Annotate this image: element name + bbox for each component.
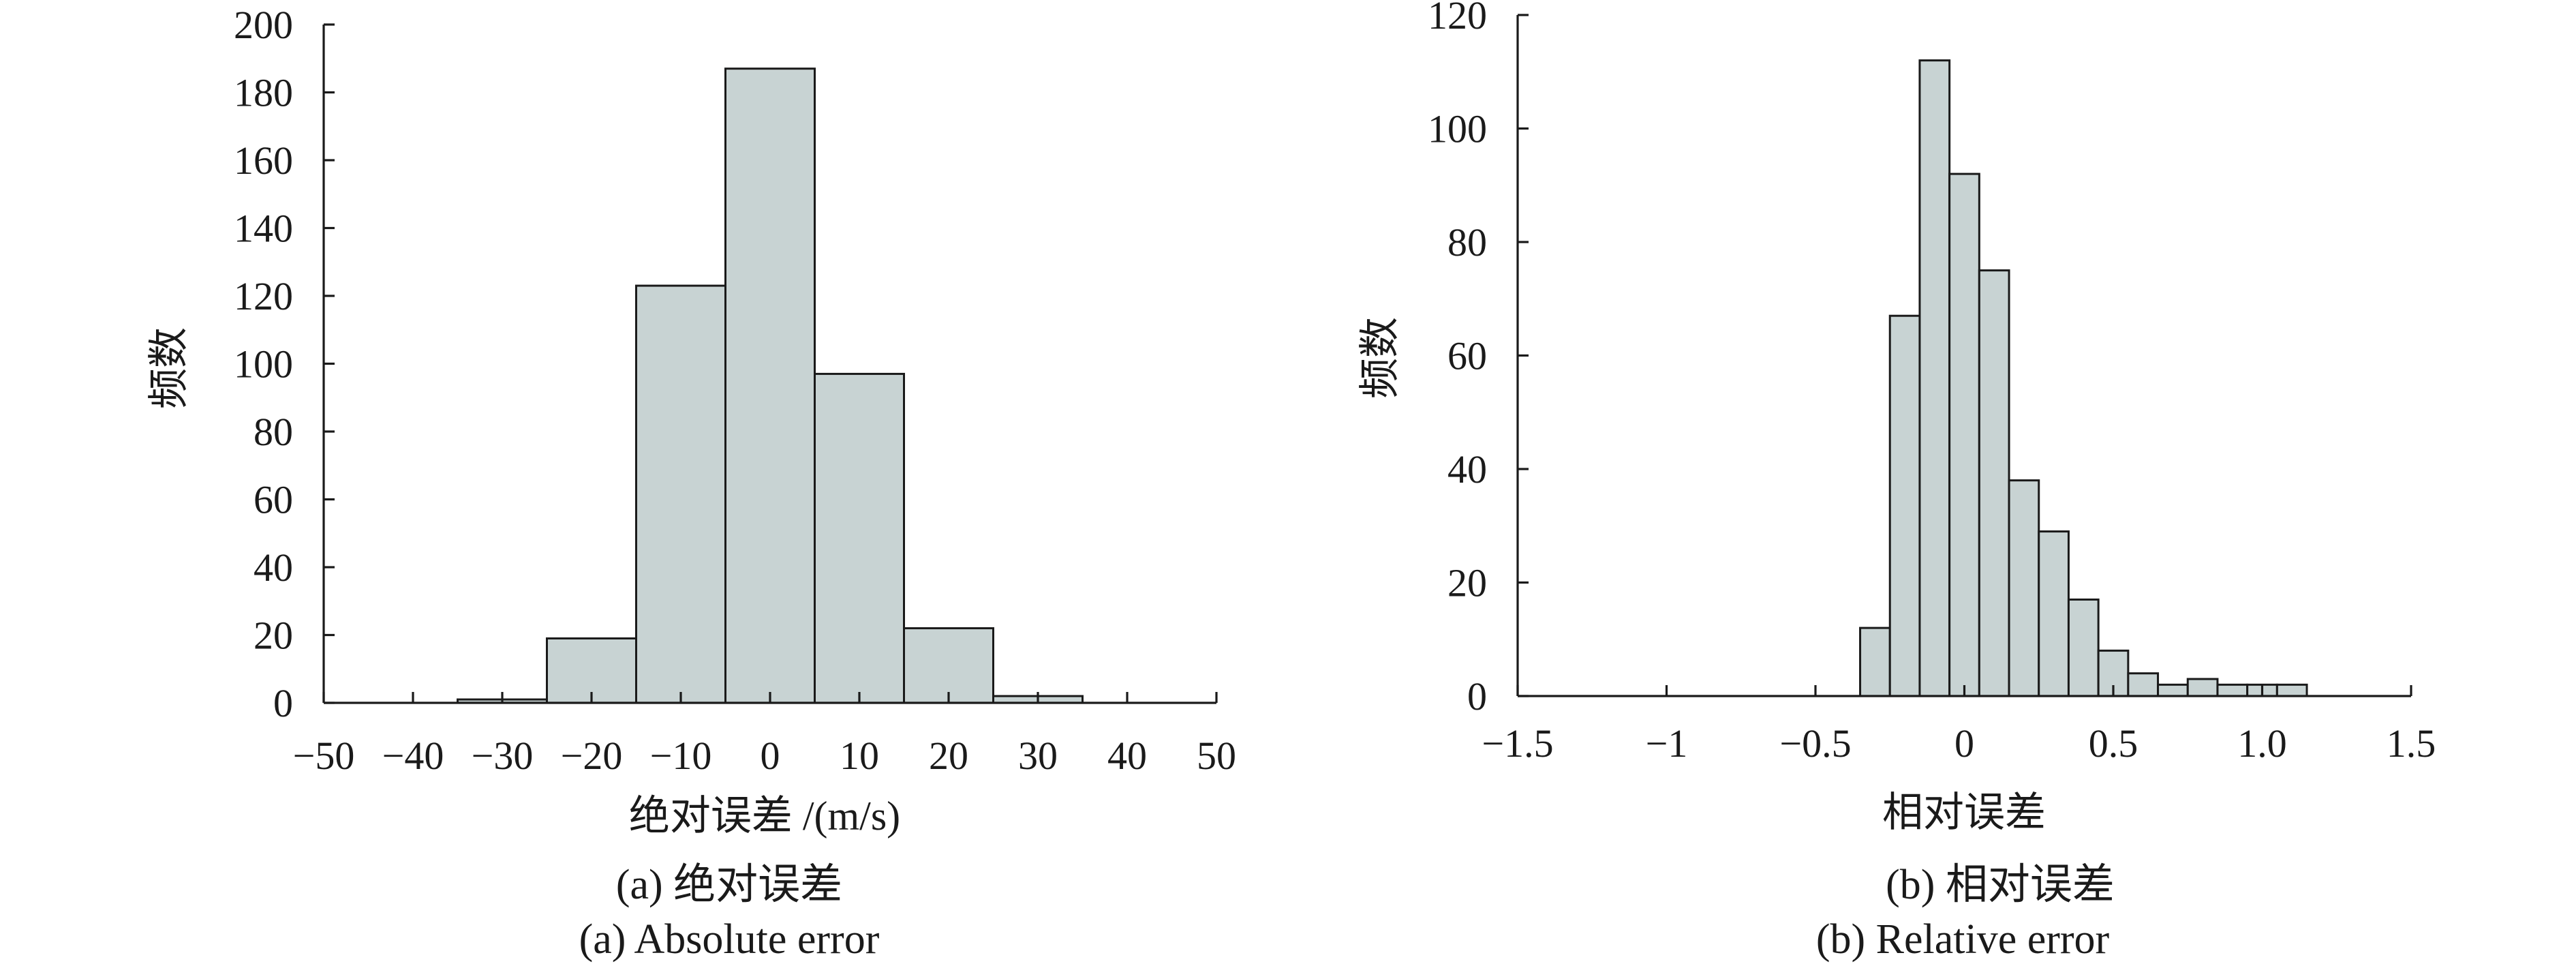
x-tick-label: −0.5 [1779,721,1851,766]
y-tick-label: 100 [1428,107,1487,151]
x-axis-title-a: 绝对误差 /(m/s) [629,794,900,839]
histogram-bar [635,284,726,704]
caption-cn-a: (a) 绝对误差 [616,862,842,908]
y-tick-label: 180 [234,71,293,115]
x-tick-label: 0.5 [2089,721,2138,766]
histogram-bar [2216,683,2249,697]
y-tick-label: 80 [254,410,293,454]
histogram-bar [903,627,994,704]
y-tick-label: 20 [1447,561,1487,605]
x-ticks-a: −50 −40 −30 −20 −10 0 10 20 30 40 50 [293,692,1236,778]
y-tick-label: 60 [254,478,293,522]
histogram-bar [2186,678,2219,697]
histogram-bar [724,67,816,704]
caption-en-b: (b) Relative error [1816,916,2110,963]
x-axis-title-b: 相对误差 [1882,790,2046,835]
x-tick-label: −10 [650,734,712,778]
histogram-bar [1888,314,1921,697]
histogram-bar [2275,683,2308,697]
x-tick-label: 40 [1107,734,1147,778]
histogram-bar [1978,269,2010,697]
x-tick-label: −40 [382,734,444,778]
x-tick-label: 1.5 [2387,721,2436,766]
y-tick-label: 120 [1428,0,1487,37]
x-tick-label: −30 [472,734,534,778]
histogram-bars-b [1859,59,2308,697]
y-axis-title-a: 频数 [147,327,191,409]
y-tick-label: 120 [234,274,293,318]
histogram-bar [2067,598,2100,697]
histogram-bar [2038,530,2070,697]
y-ticks-a: 0 20 40 60 80 100 120 140 160 180 200 [234,3,335,725]
x-tick-label: 50 [1197,734,1236,778]
x-tick-label: 30 [1018,734,1058,778]
histogram-bar [2008,479,2040,697]
y-tick-label: 40 [254,545,293,590]
histogram-bar [1918,59,1951,697]
x-tick-label: 0 [761,734,780,778]
caption-en-a: (a) Absolute error [579,916,880,963]
y-tick-label: 140 [234,207,293,251]
y-ticks-b: 0 20 40 60 80 100 120 [1428,0,1529,719]
x-tick-label: 20 [929,734,968,778]
histogram-bar [814,372,905,704]
x-tick-label: 1.0 [2237,721,2287,766]
y-tick-label: 80 [1447,220,1487,265]
y-tick-label: 200 [234,3,293,47]
y-tick-label: 0 [273,681,293,725]
x-tick-label: −1.5 [1482,721,1553,766]
y-tick-label: 0 [1467,674,1487,719]
histogram-bar [2157,683,2189,697]
caption-cn-b: (b) 相对误差 [1886,862,2115,908]
y-tick-label: 60 [1447,334,1487,378]
x-ticks-b: −1.5 −1 −0.5 0 0.5 1.0 1.5 [1482,685,2436,766]
x-tick-label: 10 [840,734,879,778]
x-tick-label: −50 [293,734,355,778]
y-tick-label: 40 [1447,447,1487,492]
y-tick-label: 100 [234,342,293,387]
histogram-bar [2127,672,2160,697]
x-tick-label: −20 [561,734,623,778]
x-tick-label: 0 [1954,721,1974,766]
y-tick-label: 160 [234,138,293,183]
x-tick-label: −1 [1646,721,1688,766]
y-tick-label: 20 [254,614,293,658]
histogram-bar [1948,172,1980,697]
histogram-bar [1859,627,1891,697]
y-axis-title-b: 频数 [1358,317,1402,399]
histogram-bars-a [457,67,1084,704]
